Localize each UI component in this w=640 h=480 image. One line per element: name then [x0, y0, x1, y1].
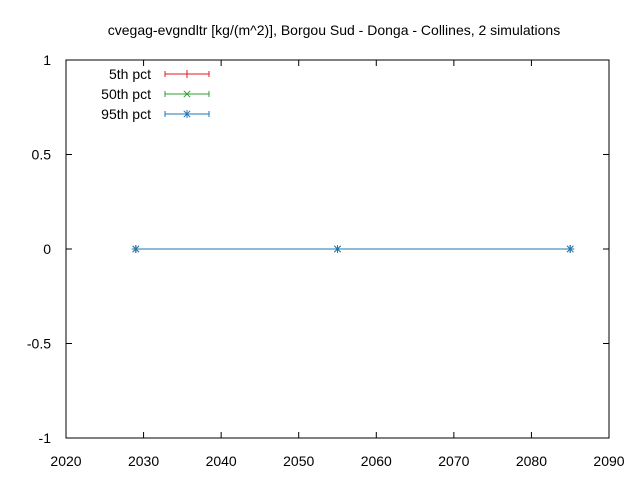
legend-label: 95th pct	[101, 106, 151, 122]
legend-marker	[183, 110, 191, 118]
data-point	[566, 245, 575, 253]
y-tick-label: -0.5	[27, 336, 51, 352]
x-tick-label: 2070	[438, 453, 469, 469]
chart-title: cvegag-evgndltr [kg/(m^2)], Borgou Sud -…	[108, 22, 560, 38]
data-point	[333, 245, 342, 253]
legend-marker	[183, 70, 191, 78]
series-layer	[131, 245, 575, 253]
y-tick-label: 0.5	[32, 147, 52, 163]
series-2	[131, 245, 575, 253]
x-tick-label: 2060	[361, 453, 392, 469]
x-axis: 2020 2030 2040 2050 2060 2070 2080 2090	[50, 60, 625, 469]
legend: 5th pct 50th pct 95th pct	[101, 66, 210, 122]
y-tick-label: -1	[39, 430, 52, 446]
data-point	[131, 245, 140, 253]
legend-label: 5th pct	[109, 66, 151, 82]
legend-marker	[183, 90, 191, 98]
y-axis: -1 -0.5 0 0.5 1	[27, 52, 609, 446]
legend-item: 5th pct	[109, 66, 210, 82]
x-tick-label: 2030	[128, 453, 159, 469]
x-tick-label: 2040	[206, 453, 237, 469]
legend-label: 50th pct	[101, 86, 151, 102]
legend-item: 95th pct	[101, 106, 210, 122]
x-tick-label: 2050	[283, 453, 314, 469]
legend-item: 50th pct	[101, 86, 210, 102]
x-tick-label: 2090	[593, 453, 624, 469]
y-tick-label: 1	[43, 52, 51, 68]
x-tick-label: 2020	[50, 453, 81, 469]
y-tick-label: 0	[43, 241, 51, 257]
x-tick-label: 2080	[516, 453, 547, 469]
